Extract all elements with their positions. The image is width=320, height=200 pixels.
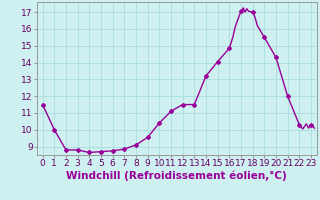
X-axis label: Windchill (Refroidissement éolien,°C): Windchill (Refroidissement éolien,°C) xyxy=(67,171,287,181)
